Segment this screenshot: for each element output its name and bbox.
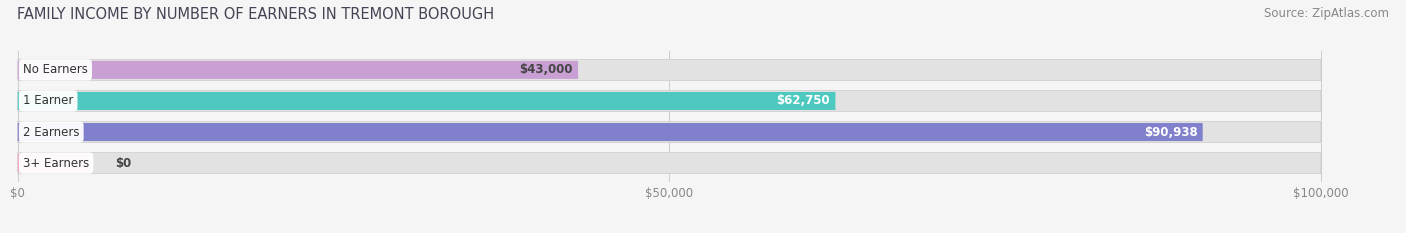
Text: No Earners: No Earners	[22, 63, 87, 76]
FancyBboxPatch shape	[18, 154, 90, 172]
Text: 1 Earner: 1 Earner	[22, 94, 73, 107]
FancyBboxPatch shape	[18, 59, 1320, 80]
Text: 3+ Earners: 3+ Earners	[22, 157, 89, 170]
Text: $90,938: $90,938	[1143, 126, 1198, 139]
Text: Source: ZipAtlas.com: Source: ZipAtlas.com	[1264, 7, 1389, 20]
FancyBboxPatch shape	[18, 123, 1202, 141]
Text: $0: $0	[115, 157, 132, 170]
FancyBboxPatch shape	[18, 92, 835, 110]
FancyBboxPatch shape	[18, 153, 1320, 174]
Text: 2 Earners: 2 Earners	[22, 126, 80, 139]
FancyBboxPatch shape	[18, 121, 1320, 143]
Text: $43,000: $43,000	[519, 63, 572, 76]
Text: FAMILY INCOME BY NUMBER OF EARNERS IN TREMONT BOROUGH: FAMILY INCOME BY NUMBER OF EARNERS IN TR…	[17, 7, 494, 22]
FancyBboxPatch shape	[18, 90, 1320, 112]
Text: $62,750: $62,750	[776, 94, 830, 107]
FancyBboxPatch shape	[18, 61, 578, 79]
